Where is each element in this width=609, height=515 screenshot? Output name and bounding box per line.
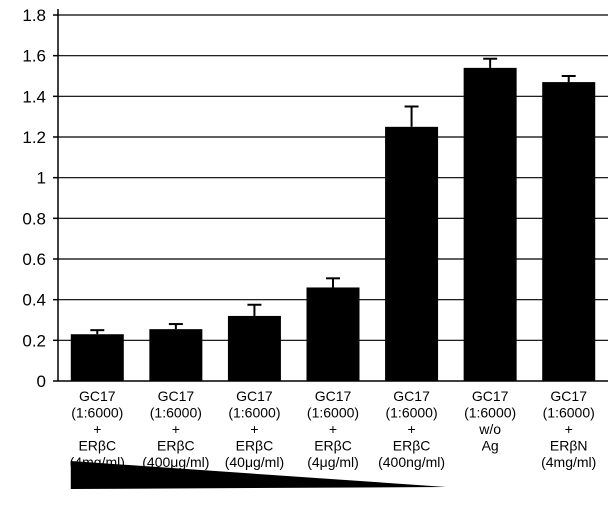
- bar: [542, 82, 596, 381]
- x-category-label-line: (1:6000): [307, 405, 359, 421]
- x-category-label-line: ERβC: [393, 438, 431, 454]
- x-category-label-line: w/o: [478, 421, 501, 437]
- y-tick-label: 0: [37, 372, 46, 391]
- y-tick-label: 0.8: [22, 209, 46, 228]
- x-category-label-line: GC17: [236, 388, 273, 404]
- y-tick-label: 0.4: [22, 291, 46, 310]
- x-category-label: GC17 (1:6000) + ERβN (4mg/ml): [541, 388, 596, 470]
- grid-lines: [58, 14, 608, 341]
- x-category-label: GC17 (1:6000) + ERβC (400μg/ml): [142, 388, 209, 470]
- x-category-label-line: GC17: [315, 388, 352, 404]
- x-category-label-line: Ag: [482, 438, 499, 454]
- x-category-label: GC17 (1:6000) + ERβC (40μg/ml): [225, 388, 284, 470]
- y-tick-label: 1.8: [22, 6, 46, 25]
- x-category-label: GC17 (1:6000) + ERβC (4mg/ml): [70, 388, 125, 470]
- y-tick-labels: 0 0.2 0.4 0.6 0.8 1 1.2 1.4 1.6 1.8: [22, 6, 46, 391]
- error-bars: [90, 57, 576, 335]
- y-tick-label: 0.2: [22, 331, 46, 350]
- concentration-wedge: [70, 461, 447, 489]
- x-category-label-line: +: [172, 421, 180, 437]
- y-tick-label: 1.2: [22, 128, 46, 147]
- x-category-labels: GC17 (1:6000) + ERβC (4mg/ml)GC17 (1:6000) + ER…: [70, 388, 597, 470]
- x-category-label-line: +: [407, 421, 415, 437]
- x-category-label-line: ERβC: [78, 438, 116, 454]
- axes: [53, 9, 608, 382]
- x-category-label-line: (1:6000): [228, 405, 280, 421]
- x-category-label: GC17 (1:6000) w/o Ag: [464, 388, 516, 454]
- y-tick-label: 1.4: [22, 87, 46, 106]
- bar: [149, 329, 203, 381]
- bar: [463, 67, 517, 381]
- x-category-label-line: (400μg/ml): [142, 454, 209, 470]
- x-category-label-line: (4μg/ml): [307, 454, 359, 470]
- x-category-label-line: (400ng/ml): [378, 454, 445, 470]
- bar: [70, 334, 124, 381]
- x-category-label-line: ERβC: [314, 438, 352, 454]
- x-category-label-line: (1:6000): [543, 405, 595, 421]
- x-category-label-line: (1:6000): [385, 405, 437, 421]
- x-category-label: GC17 (1:6000) + ERβC (4μg/ml): [307, 388, 359, 470]
- x-category-label-line: +: [329, 421, 337, 437]
- y-tick-label: 1: [37, 169, 46, 188]
- x-category-label-line: GC17: [79, 388, 116, 404]
- bar: [306, 287, 360, 381]
- x-category-label-line: (1:6000): [71, 405, 123, 421]
- x-category-label-line: ERβC: [236, 438, 274, 454]
- x-category-label: GC17 (1:6000) + ERβC (400ng/ml): [378, 388, 445, 470]
- x-category-label-line: +: [565, 421, 573, 437]
- x-category-label-line: GC17: [158, 388, 195, 404]
- wedge-triangle: [70, 461, 447, 489]
- x-category-label-line: (4mg/ml): [541, 454, 596, 470]
- x-category-label-line: +: [250, 421, 258, 437]
- bar: [385, 126, 439, 381]
- x-category-label-line: GC17: [393, 388, 430, 404]
- bar: [227, 315, 281, 381]
- x-category-label-line: +: [93, 421, 101, 437]
- x-category-label-line: ERβC: [157, 438, 195, 454]
- x-category-label-line: ERβN: [550, 438, 588, 454]
- bars: [70, 67, 596, 381]
- x-category-label-line: (1:6000): [150, 405, 202, 421]
- y-tick-label: 1.6: [22, 47, 46, 66]
- x-category-label-line: (40μg/ml): [225, 454, 284, 470]
- x-category-label-line: (1:6000): [464, 405, 516, 421]
- x-category-label-line: GC17: [550, 388, 587, 404]
- x-category-label-line: GC17: [472, 388, 509, 404]
- y-tick-label: 0.6: [22, 250, 46, 269]
